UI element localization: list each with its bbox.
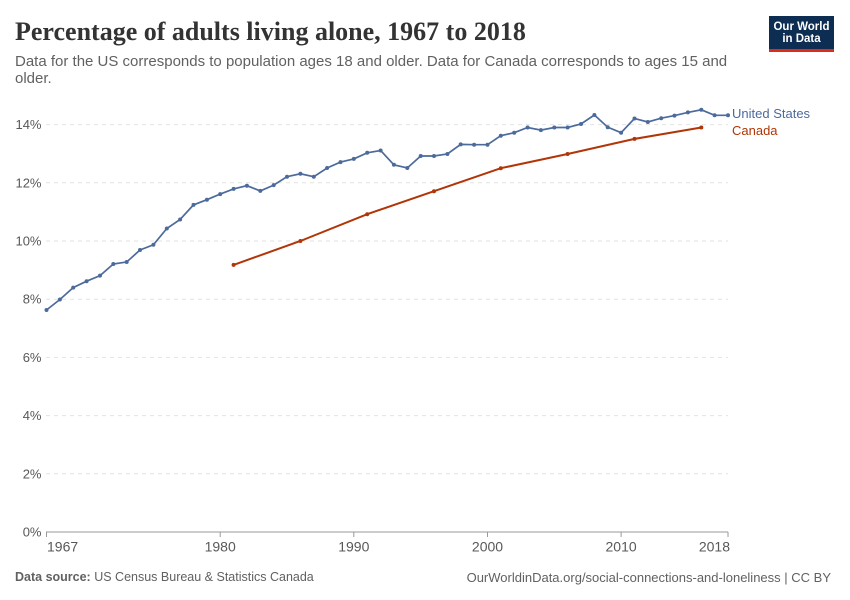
- svg-text:6%: 6%: [23, 350, 42, 365]
- svg-text:1980: 1980: [205, 539, 236, 555]
- svg-text:2000: 2000: [472, 539, 503, 555]
- svg-text:United States: United States: [732, 106, 811, 121]
- svg-text:12%: 12%: [15, 175, 41, 190]
- svg-text:10%: 10%: [15, 234, 41, 249]
- svg-text:2%: 2%: [23, 466, 42, 481]
- svg-text:1967: 1967: [47, 539, 78, 555]
- svg-text:14%: 14%: [15, 117, 41, 132]
- svg-text:0%: 0%: [23, 525, 42, 540]
- svg-text:1990: 1990: [338, 539, 369, 555]
- svg-text:2010: 2010: [606, 539, 637, 555]
- svg-text:2018: 2018: [699, 539, 730, 555]
- svg-text:8%: 8%: [23, 292, 42, 307]
- svg-text:4%: 4%: [23, 408, 42, 423]
- svg-text:Canada: Canada: [732, 123, 778, 138]
